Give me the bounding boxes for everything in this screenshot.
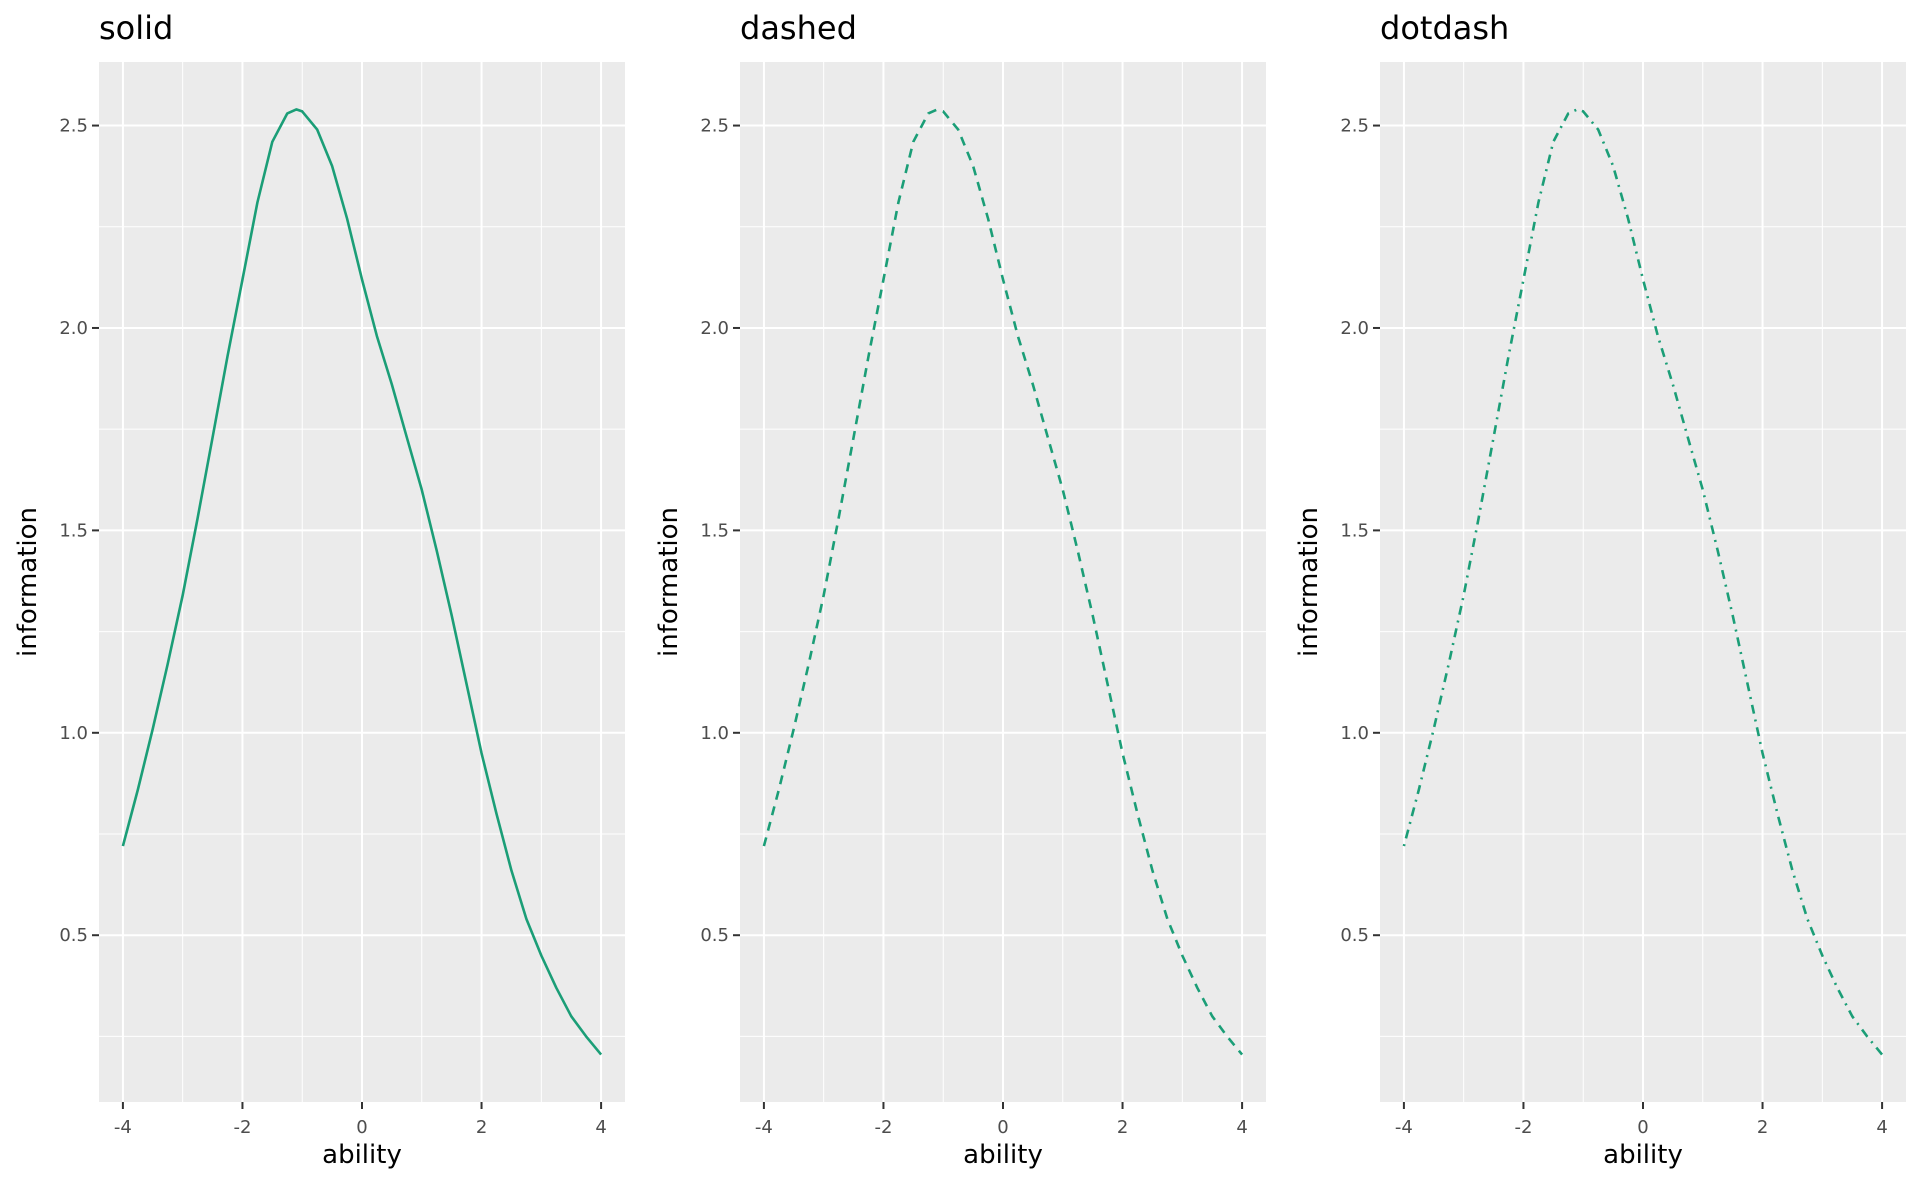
x-tick-label: 0 [1637,1117,1648,1138]
information-curve-dotdash [1402,108,1884,1056]
y-tick-label: 1.5 [59,520,88,541]
y-tick-label: 2.0 [700,318,729,339]
y-tick-label: 1.0 [700,723,729,744]
y-tick-label: 0.5 [59,925,88,946]
y-axis-label: information [654,507,684,657]
x-tick-label: -2 [233,1117,251,1138]
y-tick-label: 2.5 [59,116,88,137]
x-tick-label: 0 [997,1117,1008,1138]
x-tick-label: 2 [1117,1117,1128,1138]
x-tick-label: 0 [356,1117,367,1138]
y-tick-label: 0.5 [1340,925,1369,946]
panel-title: dotdash [1380,9,1509,47]
x-axis-label: ability [322,1140,402,1170]
x-axis-label: ability [1603,1140,1683,1170]
panel-title: solid [99,9,173,47]
y-tick-label: 1.0 [59,723,88,744]
y-tick-label: 2.0 [1340,318,1369,339]
information-curve-solid [121,108,603,1056]
y-tick-label: 2.5 [1340,116,1369,137]
x-tick-label: -4 [1395,1117,1413,1138]
panel-title: dashed [740,9,857,47]
x-axis-label: ability [963,1140,1043,1170]
x-tick-label: 4 [595,1117,606,1138]
x-tick-label: -2 [1514,1117,1532,1138]
y-tick-label: 1.5 [700,520,729,541]
panel-solid: -4 -2 0 2 4 0.5 1.0 1.5 2.0 2.5 solid ability inform… [13,9,625,1170]
panel-dashed: -4 -2 0 2 4 0.5 1.0 1.5 2.0 2.5 dashed ability infor… [654,9,1266,1170]
y-tick-label: 2.5 [700,116,729,137]
x-tick-label: 2 [476,1117,487,1138]
panel-dotdash: -4 -2 0 2 4 0.5 1.0 1.5 2.0 2.5 dotdash ability info… [1294,9,1906,1170]
x-tick-label: -2 [874,1117,892,1138]
y-tick-label: 1.0 [1340,723,1369,744]
x-tick-label: 4 [1876,1117,1887,1138]
information-curve-dashed [762,108,1244,1056]
x-tick-label: 4 [1236,1117,1247,1138]
x-tick-label: -4 [114,1117,132,1138]
y-tick-label: 0.5 [700,925,729,946]
y-tick-label: 1.5 [1340,520,1369,541]
y-axis-label: information [13,507,43,657]
x-tick-label: 2 [1757,1117,1768,1138]
y-tick-label: 2.0 [59,318,88,339]
x-tick-label: -4 [755,1117,773,1138]
y-axis-label: information [1294,507,1324,657]
